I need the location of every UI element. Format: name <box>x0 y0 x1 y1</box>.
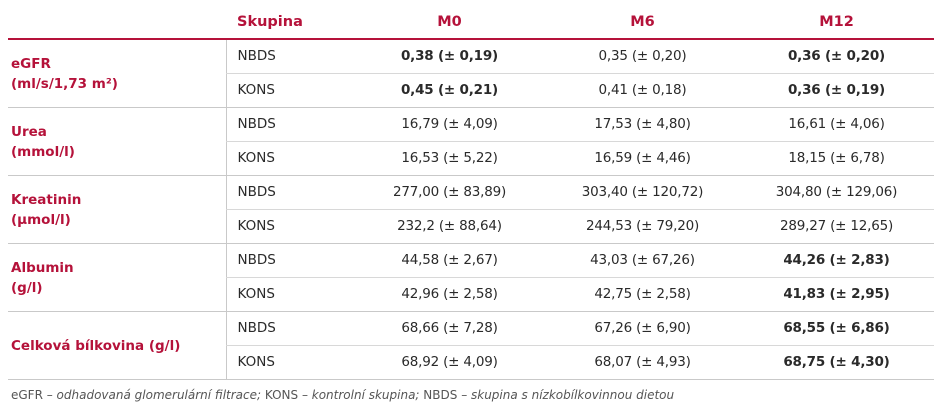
table-row: Kreatinin (µmol/l) NBDS 277,00 (± 83,89)… <box>8 175 934 244</box>
parameter-name: Urea <box>11 124 47 140</box>
value-m12: 0,36 (± 0,20) <box>739 39 934 74</box>
footnote-def-egfr: – odhadovaná glomerulární filtrace; <box>42 388 265 402</box>
value-m6: 43,03 (± 67,26) <box>546 243 739 278</box>
value-m12: 41,83 (± 2,95) <box>739 277 934 312</box>
value-m0: 0,38 (± 0,19) <box>353 39 546 74</box>
header-parameter <box>8 6 226 40</box>
table-row: KONS 232,2 (± 88,64) 244,53 (± 79,20) 28… <box>8 209 934 244</box>
value-m0: 68,66 (± 7,28) <box>353 311 546 346</box>
value-m12: 289,27 (± 12,65) <box>739 209 934 244</box>
value-m0: 68,92 (± 4,09) <box>353 345 546 380</box>
value-m6: 244,53 (± 79,20) <box>546 209 739 244</box>
group-cell: KONS <box>225 209 353 244</box>
table-row: Urea (mmol/l) NBDS 16,79 (± 4,09) 17,53 … <box>8 107 934 176</box>
parameter-label: eGFR (ml/s/1,73 m²) <box>8 39 226 108</box>
parameter-name: eGFR <box>11 56 51 73</box>
footnote-def-kons: – kontrolní skupina; <box>298 388 424 402</box>
value-m6: 0,35 (± 0,20) <box>546 39 739 74</box>
group-cell: KONS <box>225 73 353 108</box>
value-m12: 44,26 (± 2,83) <box>739 243 934 278</box>
header-row: Skupina M0 M6 M12 <box>8 6 934 40</box>
value-m0: 16,79 (± 4,09) <box>353 107 546 142</box>
group-cell: NBDS <box>225 311 353 346</box>
parameter-name: Celková bílkovina (g/l) <box>11 338 181 354</box>
parameter-unit: (mmol/l) <box>11 144 75 160</box>
value-m6: 303,40 (± 120,72) <box>546 175 739 210</box>
value-m6: 16,59 (± 4,46) <box>546 141 739 176</box>
value-m0: 42,96 (± 2,58) <box>353 277 546 312</box>
parameter-name: Albumin <box>11 260 74 276</box>
group-cell: NBDS <box>225 39 353 74</box>
value-m0: 0,45 (± 0,21) <box>353 73 546 108</box>
footnote-abbr-nbds: NBDS <box>423 388 458 402</box>
footnote-abbr-kons: KONS <box>264 388 299 402</box>
group-cell: KONS <box>225 277 353 312</box>
header-m12: M12 <box>739 6 934 40</box>
header-m0: M0 <box>353 6 546 40</box>
parameter-label: Albumin (g/l) <box>8 243 226 312</box>
table-row: KONS 42,96 (± 2,58) 42,75 (± 2,58) 41,83… <box>8 277 934 312</box>
value-m6: 67,26 (± 6,90) <box>546 311 739 346</box>
group-cell: NBDS <box>225 107 353 142</box>
value-m12: 68,75 (± 4,30) <box>739 345 934 380</box>
value-m12: 68,55 (± 6,86) <box>739 311 934 346</box>
value-m12: 18,15 (± 6,78) <box>739 141 934 176</box>
group-cell: KONS <box>225 141 353 176</box>
table-row: KONS 68,92 (± 4,09) 68,07 (± 4,93) 68,75… <box>8 345 934 380</box>
value-m6: 68,07 (± 4,93) <box>546 345 739 380</box>
value-m0: 232,2 (± 88,64) <box>353 209 546 244</box>
table-row: eGFR (ml/s/1,73 m²) NBDS 0,38 (± 0,19) 0… <box>8 39 934 108</box>
value-m0: 16,53 (± 5,22) <box>353 141 546 176</box>
footnote-abbr-egfr: eGFR <box>11 388 43 402</box>
results-table: Skupina M0 M6 M12 eGFR (ml/s/1,73 m²) NB… <box>8 6 934 380</box>
value-m6: 17,53 (± 4,80) <box>546 107 739 142</box>
parameter-label: Celková bílkovina (g/l) <box>8 311 226 380</box>
header-group: Skupina <box>226 6 353 40</box>
table-footnote: eGFR – odhadovaná glomerulární filtrace;… <box>11 388 674 402</box>
footnote-def-nbds: – skupina s nízkobílkovinnou dietou <box>457 388 675 402</box>
table-row: Albumin (g/l) NBDS 44,58 (± 2,67) 43,03 … <box>8 243 934 312</box>
header-m6: M6 <box>546 6 739 40</box>
group-cell: NBDS <box>225 175 353 210</box>
value-m12: 0,36 (± 0,19) <box>739 73 934 108</box>
parameter-unit: (ml/s/1,73 m²) <box>11 76 118 93</box>
table-row: Celková bílkovina (g/l) NBDS 68,66 (± 7,… <box>8 311 934 380</box>
value-m12: 304,80 (± 129,06) <box>739 175 934 210</box>
value-m0: 44,58 (± 2,67) <box>353 243 546 278</box>
value-m6: 42,75 (± 2,58) <box>546 277 739 312</box>
value-m6: 0,41 (± 0,18) <box>546 73 739 108</box>
group-cell: KONS <box>225 345 353 380</box>
value-m0: 277,00 (± 83,89) <box>353 175 546 210</box>
parameter-label: Kreatinin (µmol/l) <box>8 175 226 244</box>
parameter-unit: (µmol/l) <box>11 212 71 228</box>
parameter-name: Kreatinin <box>11 192 82 208</box>
group-cell: NBDS <box>225 243 353 278</box>
parameter-label: Urea (mmol/l) <box>8 107 226 176</box>
parameter-unit: (g/l) <box>11 280 43 296</box>
table-row: KONS 0,45 (± 0,21) 0,41 (± 0,18) 0,36 (±… <box>8 73 934 108</box>
value-m12: 16,61 (± 4,06) <box>739 107 934 142</box>
table-row: KONS 16,53 (± 5,22) 16,59 (± 4,46) 18,15… <box>8 141 934 176</box>
